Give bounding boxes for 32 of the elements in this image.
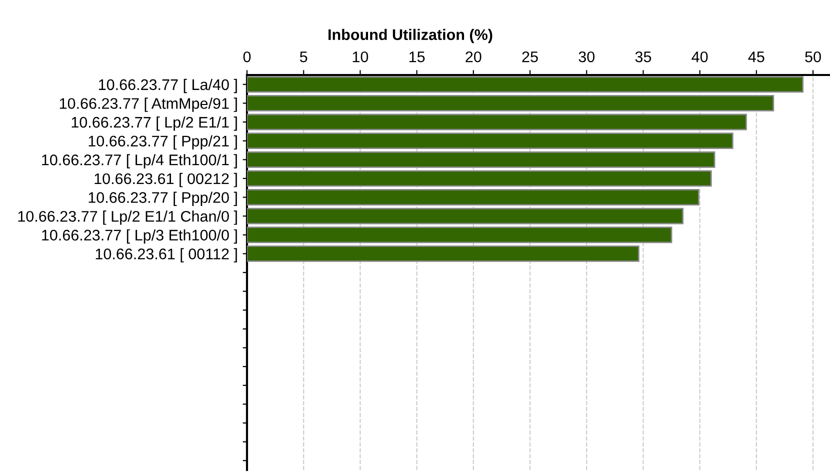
y-tick-label: 10.66.23.77 [ Ppp/21 ] [88,135,237,150]
x-tick-label: 15 [409,52,425,62]
y-tick-label: 10.66.23.77 [ Lp/4 Eth100/1 ] [42,154,237,168]
x-tick-label: 50 [805,51,821,62]
bar [247,226,672,244]
y-tick-label: 10.66.23.77 [ La/40 ] [98,78,237,94]
y-tick-label: 10.66.23.77 [ Lp/3 Eth100/0 ] [42,229,237,244]
x-tick-label: 35 [635,51,652,62]
x-axis-title: Inbound Utilization (%) [328,28,492,44]
bar [247,76,804,93]
bar [247,245,640,262]
bar [247,114,747,130]
y-tick-label: 10.66.23.77 [ Lp/2 E1/1 ] [72,116,237,131]
x-tick-label: 10 [352,51,368,62]
bar [247,208,684,224]
x-tick-label: 25 [522,51,538,62]
x-tick-label: 20 [466,51,482,62]
y-tick-label: 10.66.23.77 [ AtmMpe/91 ] [60,98,237,112]
x-tick-label: 0 [243,51,251,62]
y-tick-label: 10.66.23.77 [ Ppp/20 ] [88,192,237,206]
y-tick-label: 10.66.23.61 [ 00112 ] [96,248,237,262]
bar [247,151,716,168]
x-tick-label: 45 [748,52,764,62]
x-tick-label: 30 [578,51,595,62]
bar [247,132,734,150]
x-tick-label: 40 [692,51,708,62]
bar [247,189,700,206]
x-tick-label: 5 [300,52,308,62]
bar [247,170,712,187]
bar [247,94,774,112]
y-tick-label: 10.66.23.77 [ Lp/2 E1/1 Chan/0 ] [18,210,237,225]
y-tick-label: 10.66.23.61 [ 00212 ] [94,172,237,188]
